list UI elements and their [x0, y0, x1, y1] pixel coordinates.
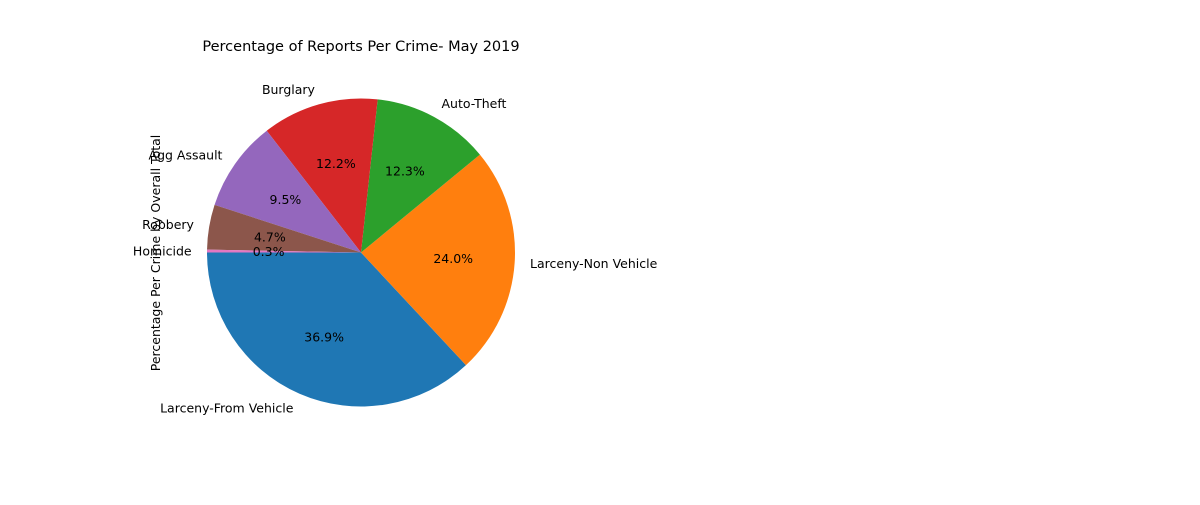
pie-slice-auto-theft [361, 99, 480, 253]
pie-slices [207, 98, 515, 407]
slice-label-larceny-non-vehicle: Larceny-Non Vehicle [530, 256, 658, 271]
pie-slice-agg-assault [214, 130, 361, 253]
slice-percent-robbery: 4.7% [254, 230, 286, 245]
pie-labels: Larceny-From Vehicle 36.9% Larceny-Non Veh… [133, 82, 658, 415]
slice-label-agg-assault: Agg Assault [149, 148, 223, 163]
slice-label-homicide: Homicide [133, 243, 192, 258]
slice-percent-homicide: 0.3% [253, 244, 285, 259]
y-axis-label: Percentage Per Crime by Overall Total [148, 135, 163, 372]
pie-slice-larceny-non-vehicle [361, 154, 515, 366]
slice-percent-auto-theft: 12.3% [385, 164, 425, 179]
slice-label-larceny-from-vehicle: Larceny-From Vehicle [160, 400, 294, 415]
slice-label-auto-theft: Auto-Theft [442, 96, 507, 111]
slice-label-burglary: Burglary [262, 82, 316, 97]
slice-percent-larceny-non-vehicle: 24.0% [433, 251, 473, 266]
pie-slice-burglary [266, 98, 378, 253]
pie-slice-larceny-from-vehicle [207, 252, 466, 407]
slice-percent-burglary: 12.2% [316, 156, 356, 171]
slice-percent-larceny-from-vehicle: 36.9% [304, 330, 344, 345]
slice-percent-agg-assault: 9.5% [270, 192, 302, 207]
slice-label-robbery: Robbery [142, 217, 194, 232]
chart-title: Percentage of Reports Per Crime- May 201… [202, 39, 519, 55]
pie-slice-robbery [207, 204, 361, 253]
pie-slice-homicide [207, 249, 361, 253]
